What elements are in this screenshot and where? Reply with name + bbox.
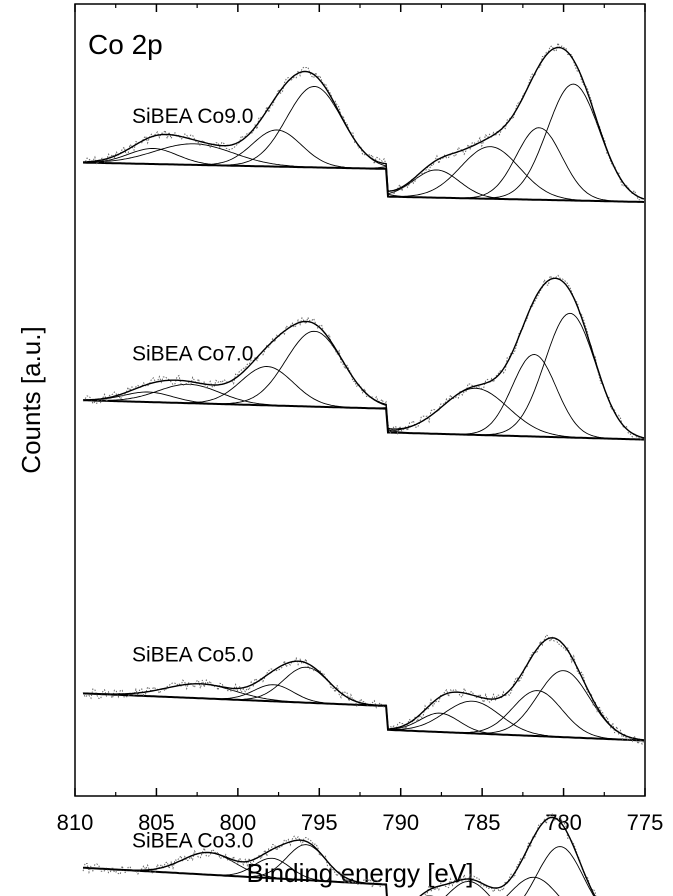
series-label: SiBEA Co3.0 [132, 829, 253, 852]
x-tick-label: 780 [545, 810, 582, 835]
series-1: SiBEA Co7.0 [82, 274, 645, 442]
component-peak [83, 684, 645, 741]
x-tick-label: 805 [138, 810, 175, 835]
component-peak [83, 383, 645, 441]
component-peak [83, 148, 645, 203]
series-label: SiBEA Co5.0 [132, 643, 253, 666]
component-peak [83, 391, 645, 441]
x-tick-label: 775 [627, 810, 664, 835]
component-peak [83, 354, 645, 441]
series-label: SiBEA Co9.0 [132, 105, 253, 128]
x-axis: 810 805 800 795 790 785 780 775 [57, 4, 664, 835]
x-tick-label: 785 [464, 810, 501, 835]
x-tick-label: 800 [219, 810, 256, 835]
component-peak [83, 146, 645, 203]
component-peak [83, 690, 645, 741]
component-peak [83, 692, 645, 741]
y-axis-label: Counts [a.u.] [16, 326, 46, 473]
raw-data [82, 274, 645, 442]
component-peak [83, 683, 645, 741]
fit-envelope [83, 277, 645, 439]
component-peak [83, 83, 645, 200]
fit-envelope [83, 816, 596, 896]
x-tick-label: 795 [301, 810, 338, 835]
fit-envelope [83, 46, 645, 200]
x-tick-label: 790 [382, 810, 419, 835]
fit-envelope [83, 637, 645, 741]
series-2: SiBEA Co5.0 [82, 634, 645, 746]
x-tick-label: 810 [57, 810, 94, 835]
component-peak [83, 692, 645, 741]
component-peak [83, 129, 645, 203]
series-group: SiBEA Co9.0 SiBEA Co7.0 SiBEA Co5.0 SiBEA C… [82, 41, 645, 896]
component-peak [83, 312, 645, 439]
series-3: SiBEA Co3.0 [82, 813, 597, 896]
series-0: SiBEA Co9.0 [82, 41, 645, 203]
background-line [83, 692, 645, 742]
background-line [83, 399, 645, 441]
raw-data [82, 634, 645, 746]
raw-data [82, 813, 597, 896]
chart-title: Co 2p [88, 29, 163, 60]
series-label: SiBEA Co7.0 [132, 342, 253, 365]
